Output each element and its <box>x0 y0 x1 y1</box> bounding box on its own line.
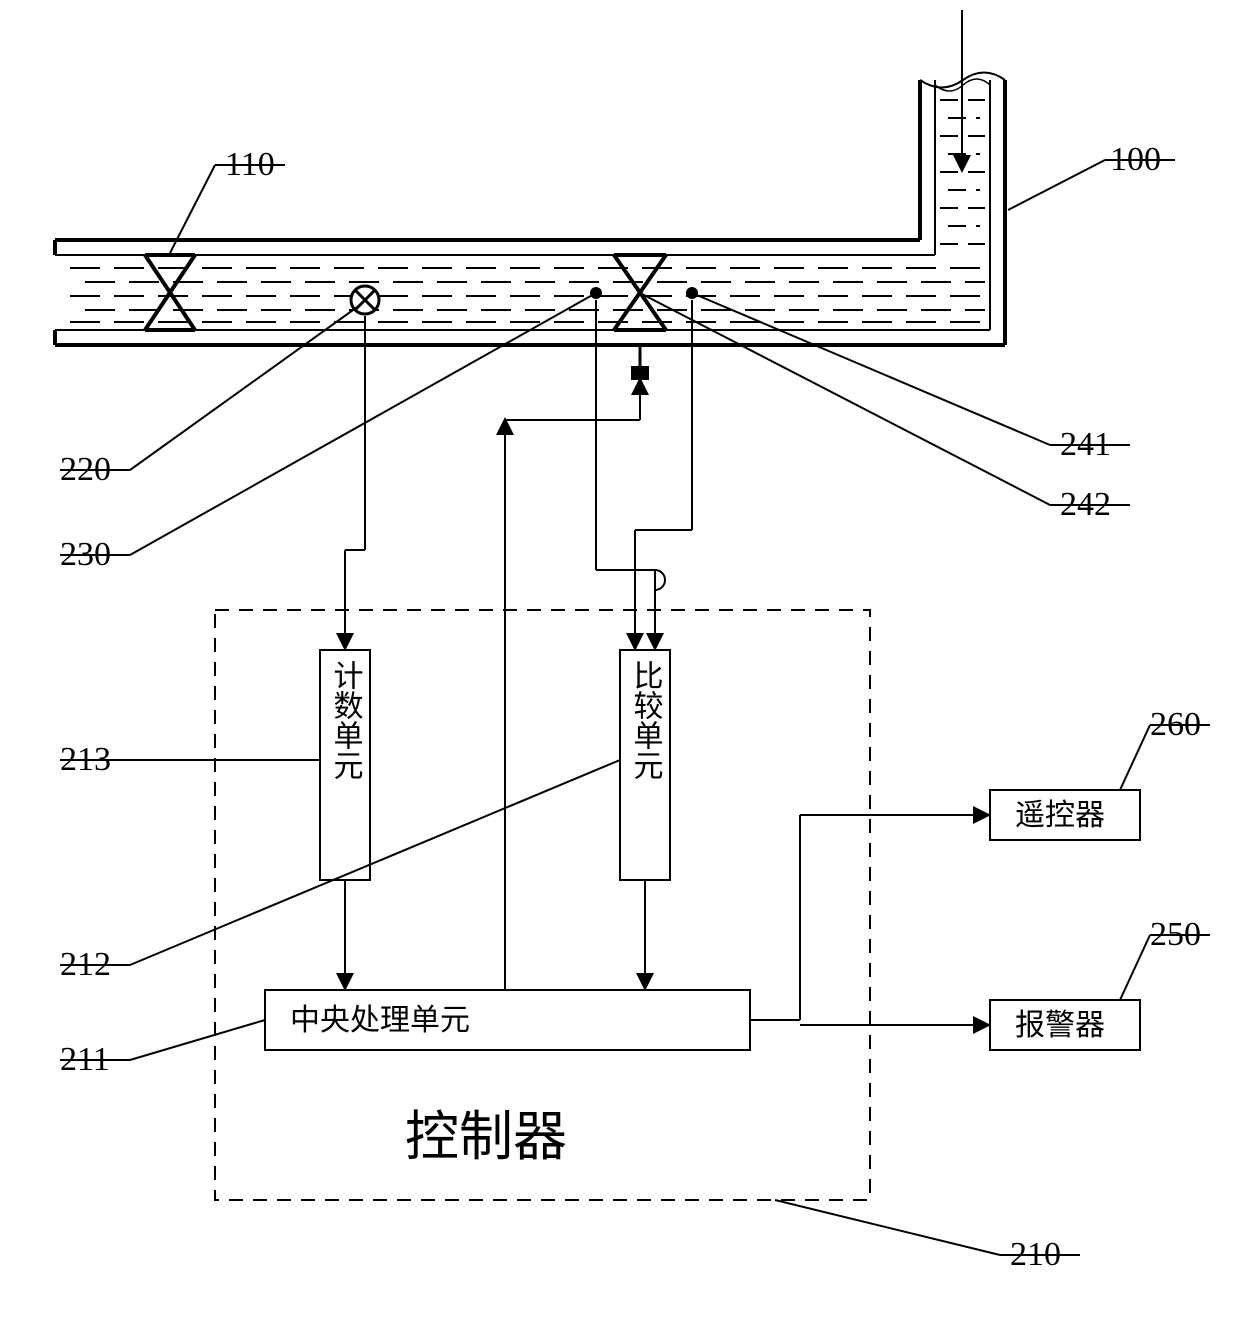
valve-230 <box>614 255 666 378</box>
counter-unit-label: 计数单元 <box>329 660 363 780</box>
label-212: 212 <box>60 946 111 983</box>
alarm-label: 报警器 <box>1015 1009 1105 1042</box>
label-213: 213 <box>60 741 111 778</box>
compare-unit-label: 比较单元 <box>629 660 663 780</box>
label-220: 220 <box>60 451 111 488</box>
controller-label: 控制器 <box>405 1107 567 1167</box>
pipe <box>55 80 1005 345</box>
label-210: 210 <box>1010 1236 1061 1273</box>
label-250: 250 <box>1150 916 1201 953</box>
label-241: 241 <box>1060 426 1111 463</box>
label-211: 211 <box>60 1041 110 1078</box>
label-100: 100 <box>1110 141 1161 178</box>
label-242: 242 <box>1060 486 1111 523</box>
label-260: 260 <box>1150 706 1201 743</box>
system-diagram: 计数单元 比较单元 中央处理单元 控制器 遥控器 报警器 <box>0 0 1240 1333</box>
flow-sensor-220 <box>351 286 379 314</box>
water-fill <box>70 100 985 322</box>
remote-label: 遥控器 <box>1015 799 1105 832</box>
valve-110 <box>145 255 195 330</box>
cpu-label: 中央处理单元 <box>290 1004 470 1037</box>
label-230: 230 <box>60 536 111 573</box>
label-110: 110 <box>225 146 275 183</box>
